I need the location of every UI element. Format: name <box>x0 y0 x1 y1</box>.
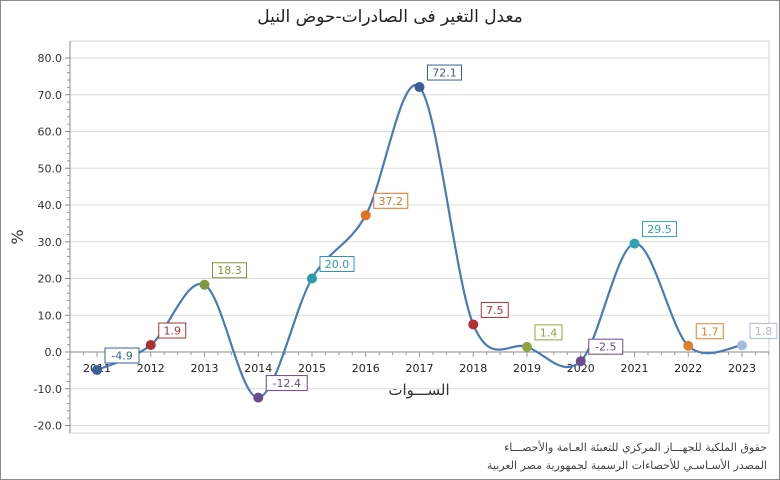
data-label: 18.3 <box>217 264 242 277</box>
data-point <box>414 82 425 93</box>
data-point <box>575 356 586 367</box>
y-tick-label: 40.0 <box>38 199 63 212</box>
data-label: 1.4 <box>540 326 558 339</box>
data-label-box <box>319 256 355 272</box>
x-tick-label: 2015 <box>298 362 326 375</box>
data-label: 7.5 <box>486 304 504 317</box>
data-point <box>629 238 640 249</box>
data-point <box>145 340 156 351</box>
data-label: -4.9 <box>111 350 132 363</box>
x-tick-label: 2019 <box>513 362 541 375</box>
x-tick-label: 2018 <box>459 362 487 375</box>
data-point <box>307 273 317 284</box>
y-axis-label: % <box>8 229 27 244</box>
x-tick-label: 2012 <box>137 362 165 375</box>
y-tick-label: 80.0 <box>38 52 63 65</box>
data-point <box>522 341 532 352</box>
y-tick-label: -20.0 <box>34 420 62 433</box>
data-label: 37.2 <box>379 195 404 208</box>
x-tick-label: 2021 <box>621 362 649 375</box>
data-point <box>468 319 479 330</box>
data-label: 1.9 <box>164 325 182 338</box>
y-tick-label: 0.0 <box>45 346 63 359</box>
x-tick-label: 2022 <box>674 362 702 375</box>
x-tick-label: 2013 <box>191 362 219 375</box>
data-point <box>253 392 264 403</box>
data-label-box <box>695 323 724 340</box>
data-label: 72.1 <box>432 67 457 80</box>
data-point <box>199 279 210 290</box>
x-tick-label: 2023 <box>728 362 756 375</box>
data-label-box <box>104 347 140 364</box>
y-tick-label: 60.0 <box>38 126 63 139</box>
data-label-box <box>373 192 409 209</box>
data-label-box <box>749 322 778 339</box>
data-label: -12.4 <box>273 377 301 390</box>
data-label-box <box>480 301 509 318</box>
data-label-box <box>158 322 187 339</box>
data-label-box <box>642 221 677 238</box>
data-point <box>92 365 102 376</box>
source-note: المصدر الأسـاسـي للأحصاءات الرسمية لجمهو… <box>487 459 767 472</box>
data-label-box <box>534 324 563 341</box>
data-label: 20.0 <box>325 258 350 271</box>
data-label-box <box>265 375 308 392</box>
data-label: -2.5 <box>595 341 616 354</box>
y-tick-label: 50.0 <box>38 162 63 175</box>
y-tick-label: -10.0 <box>34 383 62 396</box>
data-point <box>683 340 694 351</box>
data-label-box <box>212 262 247 279</box>
y-tick-label: 20.0 <box>38 273 63 286</box>
data-label-box <box>427 64 462 81</box>
y-tick-label: 30.0 <box>38 236 63 249</box>
data-label: 1.8 <box>755 325 773 338</box>
x-tick-label: 2014 <box>244 362 272 375</box>
chart-title: معدل التغير فى الصادرات-حوض النيل <box>257 7 523 27</box>
y-tick-label: 70.0 <box>38 89 63 102</box>
data-point <box>737 340 747 351</box>
x-axis-label: الســـوات <box>388 381 449 399</box>
data-label: 1.7 <box>701 325 719 338</box>
y-tick-label: 10.0 <box>38 309 63 322</box>
data-label: 29.5 <box>647 223 672 236</box>
data-label-box <box>588 338 624 355</box>
x-tick-label: 2016 <box>352 362 380 375</box>
copyright-note: حقوق الملكية للجهـــاز المركزي للتعبئة ا… <box>504 441 767 454</box>
data-point <box>360 210 371 221</box>
x-tick-label: 2017 <box>406 362 434 375</box>
